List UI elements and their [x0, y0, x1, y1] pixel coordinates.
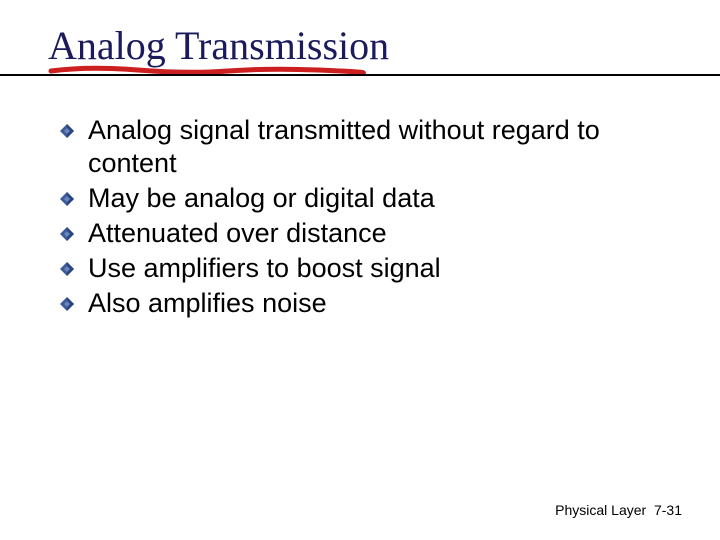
diamond-bullet-icon — [60, 192, 74, 206]
bullet-text: Use amplifiers to boost signal — [88, 252, 441, 285]
footer-page: 7-31 — [654, 502, 682, 518]
list-item: May be analog or digital data — [60, 182, 672, 215]
list-item: Also amplifies noise — [60, 287, 672, 320]
list-item: Use amplifiers to boost signal — [60, 252, 672, 285]
list-item: Analog signal transmitted without regard… — [60, 114, 672, 180]
bullet-text: Analog signal transmitted without regard… — [88, 114, 672, 180]
title-wrap: Analog Transmission — [48, 24, 672, 68]
diamond-bullet-icon — [60, 124, 74, 138]
bullet-text: Attenuated over distance — [88, 217, 387, 250]
bullet-text: Also amplifies noise — [88, 287, 327, 320]
footer-section: Physical Layer — [555, 502, 646, 518]
diamond-bullet-icon — [60, 262, 74, 276]
slide-title: Analog Transmission — [48, 24, 672, 68]
slide: Analog Transmission Analog signal transm… — [0, 0, 720, 540]
title-divider — [0, 74, 720, 76]
diamond-bullet-icon — [60, 227, 74, 241]
slide-footer: Physical Layer 7-31 — [555, 502, 682, 518]
bullet-text: May be analog or digital data — [88, 182, 435, 215]
bullet-list: Analog signal transmitted without regard… — [48, 114, 672, 320]
diamond-bullet-icon — [60, 297, 74, 311]
list-item: Attenuated over distance — [60, 217, 672, 250]
